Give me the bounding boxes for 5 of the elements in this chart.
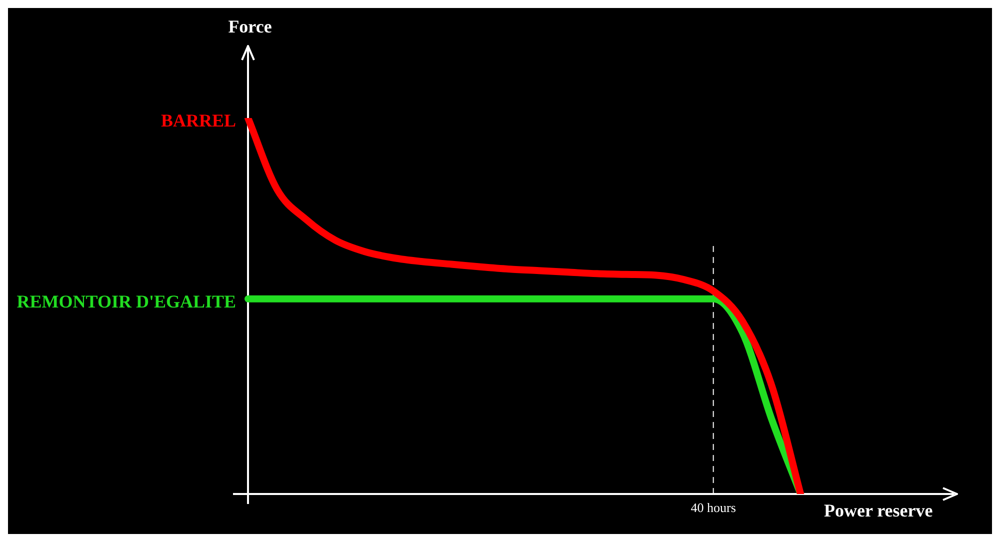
y-axis-title: Force <box>228 16 272 37</box>
series-label: BARREL <box>160 110 236 131</box>
series-label: REMONTOIR D'EGALITE <box>16 292 236 312</box>
text: 40 hours <box>690 500 736 515</box>
x-axis-title: Power reserve <box>824 500 933 521</box>
